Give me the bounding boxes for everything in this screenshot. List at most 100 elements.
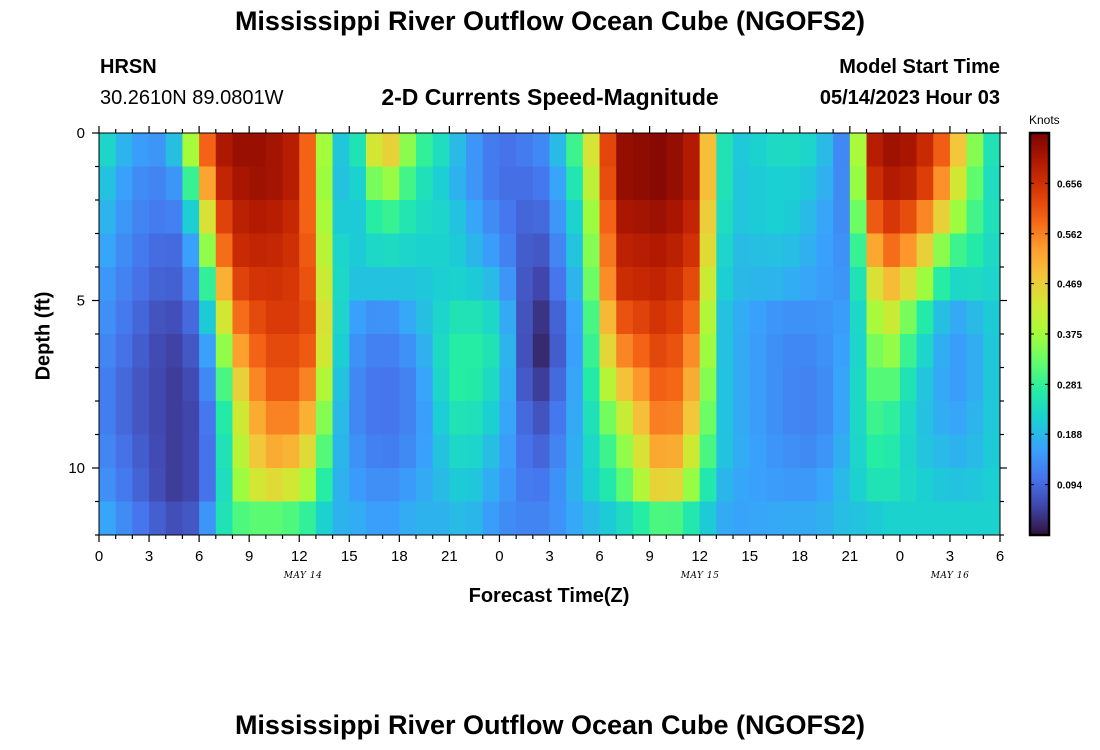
heatmap-cell	[933, 267, 951, 302]
heatmap-cell	[632, 300, 651, 335]
heatmap-cell	[282, 233, 300, 268]
heatmap-cell	[165, 401, 184, 436]
heatmap-cell	[165, 300, 184, 335]
heatmap-cell	[332, 334, 350, 369]
heatmap-cell	[833, 300, 851, 335]
heatmap-cell	[499, 367, 517, 402]
heatmap-cell	[299, 133, 317, 168]
heatmap-cell	[716, 267, 734, 302]
heatmap-cell	[332, 300, 350, 335]
heatmap-cell	[215, 468, 234, 503]
heatmap-cell	[899, 200, 918, 235]
heatmap-cell	[783, 401, 801, 436]
model-start-label: Model Start Time	[839, 56, 1000, 78]
heatmap-cell	[215, 367, 234, 402]
heatmap-cell	[249, 133, 267, 168]
heatmap-cell	[883, 200, 901, 235]
heatmap-cell	[582, 233, 601, 268]
heatmap-cell	[883, 233, 901, 268]
heatmap-cell	[482, 200, 501, 235]
heatmap-cell	[416, 367, 434, 402]
heatmap-cell	[682, 200, 701, 235]
heatmap-cell	[165, 133, 184, 168]
heatmap-cell	[349, 434, 367, 469]
heatmap-cell	[549, 401, 567, 436]
heatmap-cell	[749, 434, 768, 469]
heatmap-cell	[282, 468, 300, 503]
heatmap-cell	[249, 300, 267, 335]
heatmap-cell	[449, 334, 467, 369]
heatmap-cell	[783, 267, 801, 302]
heatmap-cell	[532, 200, 551, 235]
colorbar-tick-label: 0.188	[1057, 430, 1082, 441]
heatmap-cell	[649, 133, 667, 168]
heatmap-cell	[382, 367, 400, 402]
heatmap-cell	[132, 468, 150, 503]
heatmap-cell	[282, 133, 300, 168]
station-name: HRSN	[100, 56, 157, 78]
heatmap-cell	[599, 334, 617, 369]
heatmap-cell	[799, 300, 818, 335]
heatmap-cell	[849, 468, 868, 503]
heatmap-cell	[532, 300, 551, 335]
heatmap-cell	[799, 133, 818, 168]
heatmap-cell	[382, 300, 400, 335]
heatmap-cell	[315, 233, 334, 268]
heatmap-cell	[949, 200, 968, 235]
heatmap-cell	[716, 334, 734, 369]
heatmap-cell	[649, 166, 667, 201]
date-label-may14: MAY 14	[283, 571, 323, 581]
heatmap-cell	[265, 166, 284, 201]
heatmap-cell	[899, 401, 918, 436]
heatmap-cell	[199, 300, 217, 335]
heatmap-cell	[733, 300, 751, 335]
heatmap-cell	[215, 434, 234, 469]
heatmap-cell	[883, 166, 901, 201]
heatmap-cell	[249, 468, 267, 503]
heatmap-cell	[382, 501, 400, 535]
heatmap-cell	[682, 133, 701, 168]
heatmap-cell	[582, 468, 601, 503]
heatmap-cell	[799, 468, 818, 503]
heatmap-cell	[332, 233, 350, 268]
heatmap-cell	[99, 367, 117, 402]
heatmap-cell	[916, 468, 934, 503]
heatmap-cell	[132, 300, 150, 335]
heatmap-cell	[749, 334, 768, 369]
heatmap-cell	[499, 267, 517, 302]
heatmap-cell	[132, 367, 150, 402]
heatmap-cell	[849, 166, 868, 201]
x-tick-label: 3	[545, 548, 553, 565]
x-tick-label: 3	[145, 548, 153, 565]
heatmap-cell	[299, 300, 317, 335]
heatmap-cell	[199, 133, 217, 168]
heatmap-cell	[599, 434, 617, 469]
heatmap-cell	[632, 367, 651, 402]
heatmap-cell	[632, 133, 651, 168]
heatmap-cell	[416, 501, 434, 535]
heatmap-cell	[265, 233, 284, 268]
heatmap-cell	[616, 300, 634, 335]
heatmap-cell	[249, 233, 267, 268]
heatmap-cell	[866, 267, 884, 302]
heatmap-cell	[716, 200, 734, 235]
heatmap-cell	[699, 300, 717, 335]
x-tick-label: 12	[291, 548, 308, 565]
heatmap-cell	[699, 233, 717, 268]
heatmap-cell	[849, 267, 868, 302]
heatmap-cell	[849, 133, 868, 168]
heatmap-cell	[349, 267, 367, 302]
heatmap-cell	[983, 133, 1000, 168]
heatmap-cell	[983, 166, 1000, 201]
heatmap-cell	[783, 133, 801, 168]
heatmap-cell	[365, 367, 384, 402]
heatmap-cell	[466, 334, 484, 369]
heatmap-cell	[816, 300, 834, 335]
heatmap-cell	[432, 434, 450, 469]
heatmap-cell	[799, 401, 818, 436]
heatmap-cell	[249, 401, 267, 436]
heatmap-cell	[99, 166, 117, 201]
heatmap-cell	[365, 501, 384, 535]
heatmap-cell	[149, 434, 167, 469]
heatmap-cell	[966, 367, 984, 402]
